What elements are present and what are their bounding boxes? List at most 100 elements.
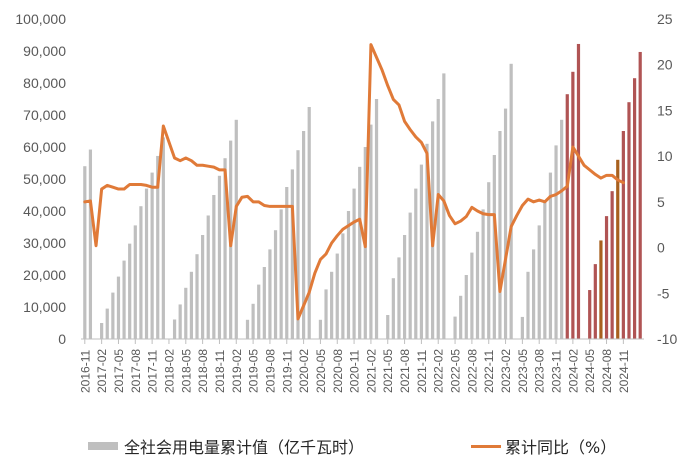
- legend-swatch-bar: [88, 442, 118, 450]
- bar: [369, 124, 373, 339]
- bar: [201, 235, 205, 339]
- bar: [503, 108, 508, 339]
- left-axis-tick-label: 10,000: [23, 299, 66, 315]
- bar: [498, 131, 502, 339]
- bar: [223, 158, 227, 339]
- left-axis-tick-label: 0: [58, 331, 66, 347]
- legend-label-bar: 全社会用电量累计值（亿千瓦时）: [124, 438, 365, 457]
- bar: [296, 150, 300, 339]
- right-axis-tick-label: 20: [657, 57, 673, 73]
- x-axis-tick-label: 2020-02: [297, 349, 311, 393]
- bar: [470, 252, 474, 339]
- bar: [172, 319, 177, 339]
- x-axis-ticks: [84, 339, 624, 344]
- bar: [358, 166, 362, 339]
- bar: [408, 212, 412, 339]
- x-axis-tick-label: 2017-05: [112, 349, 126, 393]
- bar: [341, 233, 345, 339]
- bar: [251, 303, 255, 339]
- bar: [178, 304, 182, 339]
- bar: [576, 43, 581, 340]
- bar: [492, 155, 496, 339]
- bar: [453, 316, 457, 339]
- x-axis-tick-label: 2019-02: [230, 349, 244, 393]
- bar: [285, 187, 289, 339]
- x-axis-tick-label: 2021-08: [398, 349, 412, 393]
- bar: [88, 149, 93, 339]
- bar: [212, 195, 216, 339]
- bar: [217, 175, 222, 339]
- x-axis-tick-label: 2023-08: [533, 349, 547, 393]
- x-axis-tick-label: 2020-08: [331, 349, 345, 393]
- bar: [234, 119, 238, 339]
- right-axis-tick-label: 10: [657, 148, 673, 164]
- bar: [548, 172, 553, 339]
- bar: [189, 271, 193, 339]
- bar: [593, 264, 597, 339]
- bar: [532, 249, 536, 339]
- x-axis-tick-label: 2023-05: [516, 349, 530, 393]
- left-axis-tick-label: 60,000: [23, 139, 66, 155]
- x-axis-tick-label: 2022-11: [482, 350, 496, 393]
- x-axis-tick-label: 2019-05: [247, 349, 261, 393]
- bar: [122, 260, 126, 339]
- bar: [195, 254, 199, 339]
- x-axis-tick-label: 2022-05: [449, 349, 463, 393]
- bar: [526, 271, 530, 339]
- bar: [161, 137, 165, 339]
- bar: [150, 172, 154, 339]
- bar: [139, 206, 143, 339]
- x-axis-tick-label: 2017-08: [129, 349, 143, 393]
- legend-swatch-line: [471, 444, 501, 448]
- bar: [318, 319, 323, 339]
- bar: [442, 73, 446, 340]
- right-axis-tick-label: -5: [657, 285, 670, 301]
- bar: [273, 230, 278, 339]
- x-axis-tick-label: 2020-11: [348, 350, 362, 393]
- bar: [599, 240, 603, 339]
- bar: [571, 71, 575, 340]
- bar: [100, 323, 104, 339]
- x-axis-tick-label: 2022-02: [432, 349, 446, 393]
- x-axis-tick-label: 2016-11: [78, 350, 92, 393]
- bar: [464, 275, 468, 339]
- bar: [554, 145, 558, 339]
- x-axis-tick-label: 2018-02: [162, 349, 176, 393]
- bar: [83, 166, 87, 339]
- left-axis-tick-label: 50,000: [23, 171, 66, 187]
- bar: [610, 191, 614, 339]
- bar: [621, 131, 625, 339]
- x-axis-tick-label: 2017-02: [95, 349, 109, 393]
- bar: [156, 155, 160, 339]
- bar: [184, 287, 188, 339]
- bar: [330, 271, 334, 339]
- x-axis-tick-label: 2017-11: [146, 350, 160, 393]
- bar: [279, 209, 283, 339]
- left-axis-tick-label: 90,000: [23, 43, 66, 59]
- legend-item-line: 累计同比（%）: [471, 434, 616, 458]
- x-axis-tick-label: 2022-08: [465, 349, 479, 393]
- bar: [397, 257, 401, 339]
- x-axis-labels: 2016-11 2017-02 2017-05 2017-08 2017-11 2018-…: [78, 349, 631, 393]
- bar: [128, 243, 132, 339]
- bar: [257, 284, 261, 339]
- bar: [425, 143, 429, 339]
- bar: [509, 63, 513, 340]
- bar: [459, 295, 463, 339]
- x-axis-tick-label: 2021-02: [364, 349, 378, 393]
- bar: [487, 182, 491, 339]
- bar: [391, 278, 395, 339]
- bar-series-electricity-consumption: [83, 43, 642, 340]
- bar: [374, 99, 379, 339]
- bar: [386, 315, 390, 339]
- bar: [133, 225, 137, 339]
- bar: [290, 169, 294, 339]
- bar: [268, 249, 272, 339]
- legend-label-line: 累计同比（%）: [505, 438, 617, 457]
- x-axis-tick-label: 2021-11: [415, 350, 429, 393]
- left-axis-tick-label: 80,000: [23, 75, 66, 91]
- line-series-yoy-growth: [83, 43, 625, 321]
- bar: [632, 78, 637, 339]
- bar: [324, 289, 328, 339]
